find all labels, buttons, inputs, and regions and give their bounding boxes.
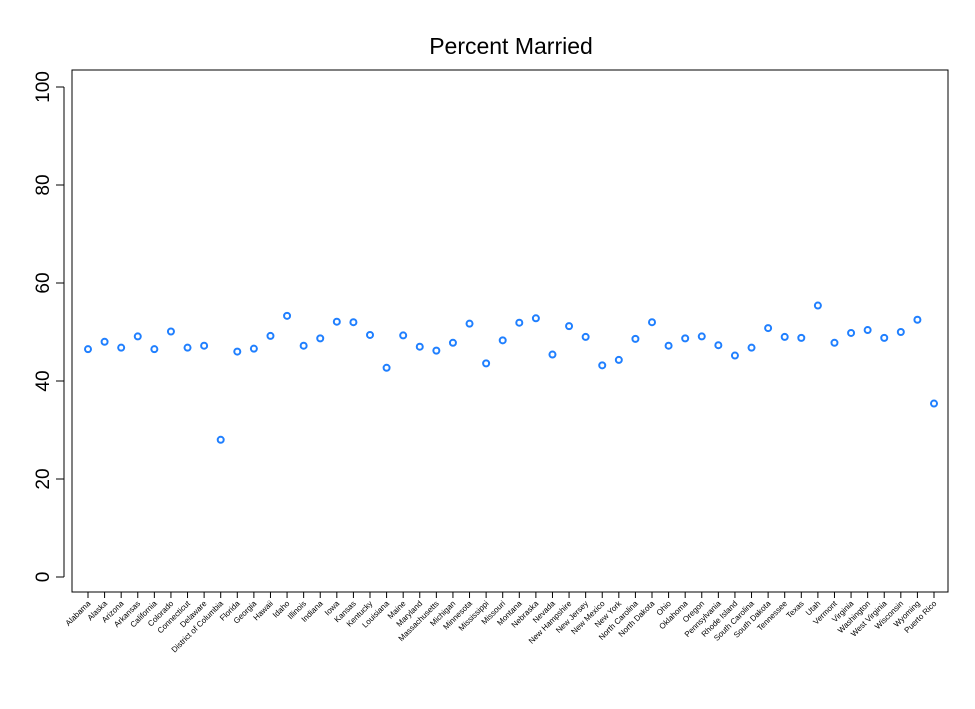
data-point: [880, 333, 889, 342]
data-point: [133, 332, 142, 341]
data-point: [764, 324, 773, 333]
data-point: [847, 328, 856, 337]
chart-title: Percent Married: [429, 33, 593, 59]
data-point: [399, 331, 408, 340]
data-point: [581, 332, 590, 341]
y-tick-label: 100: [33, 71, 54, 103]
data-point: [813, 301, 822, 310]
data-point: [681, 334, 690, 343]
data-point: [780, 332, 789, 341]
data-point: [747, 343, 756, 352]
data-point: [465, 319, 474, 328]
data-point: [896, 328, 905, 336]
data-point: [730, 351, 739, 360]
data-points: [84, 301, 938, 444]
data-point: [200, 341, 209, 350]
data-point: [913, 315, 922, 324]
data-point: [714, 341, 723, 350]
y-tick-label: 20: [33, 468, 54, 489]
data-point: [448, 338, 457, 347]
data-point: [299, 341, 308, 350]
data-point: [565, 322, 574, 331]
x-tick-label: Texas: [785, 599, 806, 620]
data-point: [498, 336, 507, 345]
data-point: [631, 334, 640, 343]
data-point: [382, 363, 391, 372]
data-point: [117, 343, 126, 352]
data-point: [415, 342, 424, 351]
data-point: [332, 317, 341, 326]
data-point: [797, 333, 806, 342]
data-point: [482, 359, 491, 368]
data-point: [166, 327, 175, 336]
data-point: [233, 347, 242, 356]
y-tick-label: 0: [33, 572, 54, 583]
data-point: [283, 311, 292, 320]
data-point: [316, 334, 325, 343]
data-point: [432, 346, 441, 355]
y-tick-label: 80: [33, 174, 54, 195]
y-tick-label: 60: [33, 272, 54, 293]
data-point: [664, 341, 673, 350]
data-point: [515, 318, 524, 327]
data-point: [548, 350, 557, 359]
data-point: [100, 337, 109, 346]
data-point: [697, 332, 706, 341]
data-point: [598, 361, 607, 370]
data-point: [614, 355, 623, 364]
data-point: [531, 314, 540, 323]
y-axis: 0 20 40 60 80 100: [33, 71, 65, 583]
plot-area-frame: [71, 69, 949, 593]
data-point: [349, 318, 358, 327]
data-point: [84, 345, 92, 354]
y-tick-label: 40: [33, 370, 54, 391]
data-point: [183, 343, 192, 352]
data-point: [249, 344, 258, 353]
x-axis: AlabamaAlaskaArizonaArkansasCaliforniaCo…: [64, 591, 939, 654]
data-point: [830, 338, 839, 347]
data-point: [863, 326, 872, 335]
data-point: [150, 345, 159, 354]
data-point: [266, 331, 275, 340]
data-point: [648, 318, 656, 327]
data-point: [216, 435, 225, 444]
data-point: [930, 399, 938, 408]
data-point: [366, 330, 374, 339]
